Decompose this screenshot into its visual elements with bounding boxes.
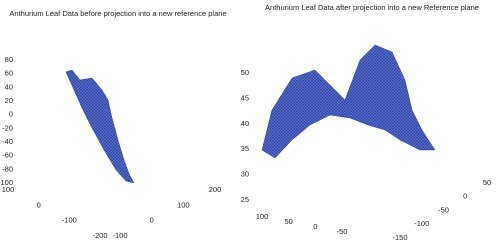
x-tick-label: 200	[209, 185, 222, 194]
x-tick-label: -100	[414, 219, 429, 228]
chart-title: Anthurium Leaf Data before projection in…	[9, 9, 226, 18]
z-tick-label: 20	[5, 96, 13, 105]
x-tick-label: -150	[392, 233, 407, 242]
z-tick-label: -80	[2, 164, 13, 173]
y-tick-label: 0	[37, 200, 41, 209]
z-tick-label: -60	[2, 151, 13, 160]
z-tick-label: 30	[241, 170, 249, 179]
y-tick-label: 100	[2, 185, 15, 194]
z-tick-label: -40	[2, 137, 13, 146]
y-tick-label: 100	[256, 212, 269, 221]
z-tick-label: 45	[241, 93, 249, 102]
x-tick-label: 0	[463, 192, 467, 201]
y-tick-label: -50	[337, 227, 348, 236]
z-tick-label: 0	[9, 110, 13, 119]
z-tick-label: 35	[241, 144, 249, 153]
y-tick-label: -100	[62, 216, 77, 225]
surface	[65, 69, 135, 184]
chart-title: Anthurium Leaf Data after projection int…	[265, 3, 479, 12]
z-tick-label: 60	[5, 69, 13, 78]
z-tick-label: -100	[0, 178, 13, 187]
x-tick-label: 50	[483, 178, 491, 187]
z-tick-label: 25	[241, 195, 249, 204]
z-tick-label: -20	[2, 123, 13, 132]
x-tick-label: 100	[177, 200, 190, 209]
y-tick-label: -200	[92, 231, 107, 240]
y-tick-label: 50	[284, 217, 292, 226]
surface	[261, 44, 436, 159]
x-tick-label: -100	[112, 231, 127, 240]
z-tick-label: 40	[241, 119, 249, 128]
x-tick-label: -50	[438, 205, 449, 214]
x-tick-label: 0	[150, 216, 154, 225]
y-tick-label: 0	[313, 222, 317, 231]
z-tick-label: 80	[5, 55, 13, 64]
z-tick-label: 50	[241, 68, 249, 77]
z-tick-label: 40	[5, 82, 13, 91]
